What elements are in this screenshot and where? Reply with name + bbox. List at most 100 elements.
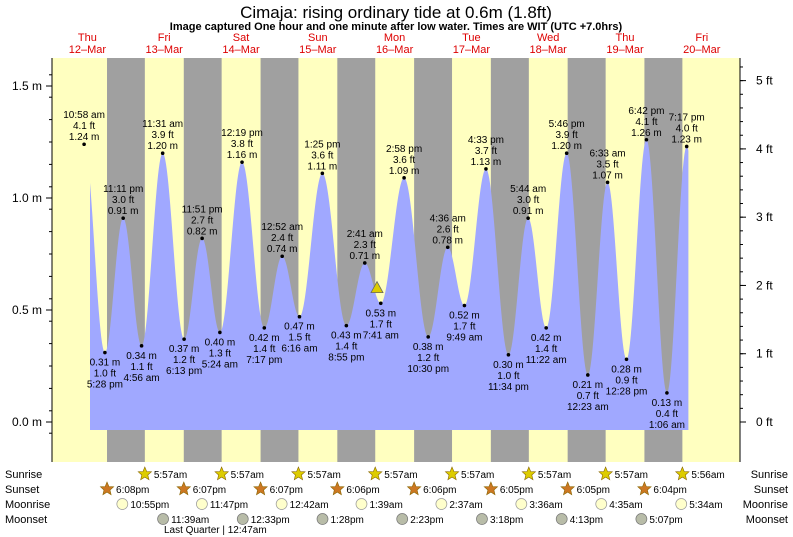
tide-ft-label: 3.8 ft [231,139,253,150]
moonrise-icon [435,498,448,510]
tide-time-label: 7:17 pm [246,355,282,366]
tide-point [297,314,302,319]
day-name: Tue [462,32,481,44]
moonset-time: 4:13pm [570,515,603,526]
sunrise-time: 5:57am [307,470,340,481]
tide-m-label: 1.07 m [592,170,623,181]
sunset-time: 6:05pm [577,485,610,496]
tide-point [564,151,569,155]
tide-ft-label: 3.0 ft [112,195,134,206]
tide-point [684,144,689,149]
sunset-icon [176,481,192,496]
sunset-icon [560,481,576,496]
tide-time-label: 5:24 am [202,359,238,370]
tide-time-label: 12:28 pm [606,386,648,397]
sunrise-time: 5:57am [154,470,187,481]
sunrise-icon [444,466,460,481]
tide-ft-label: 2.6 ft [437,224,459,235]
tide-time-label: 12:23 am [567,402,609,413]
tide-m-label: 0.21 m [573,380,604,391]
tide-m-label: 1.20 m [551,141,582,152]
tide-point [121,216,125,220]
moonset-icon [555,513,568,525]
tide-point [624,357,629,362]
tide-m-label: 0.91 m [513,206,544,217]
tide-m-label: 0.53 m [365,308,396,319]
tide-point [362,261,367,265]
sunrise-icon [214,466,230,481]
moonset-time: 2:23pm [410,515,443,526]
tide-point [103,350,107,355]
tide-ft-label: 1.4 ft [253,344,275,355]
tide-point [426,335,431,339]
tide-ft-label: 1.1 ft [130,362,152,373]
tide-point [320,171,325,176]
tide-ft-label: 1.7 ft [453,322,475,333]
tide-m-label: 1.13 m [471,157,502,168]
tide-m-label: 1.23 m [671,134,702,145]
moonrise-icon [355,498,368,510]
tide-point [200,236,204,241]
moonrise-icon [116,498,129,510]
row-label-left: Moonrise [5,499,50,511]
tide-ft-label: 1.5 ft [288,333,310,344]
tide-time-label: 4:56 am [124,373,160,384]
tide-curve [90,140,689,430]
left-tick-label: 0.0 m [12,415,42,429]
tide-m-label: 0.42 m [249,333,280,344]
tide-point [526,216,530,220]
sunrise-icon [598,466,614,481]
tide-time-label: 8:55 pm [328,353,364,364]
sunset-icon [406,481,422,496]
tide-ft-label: 1.2 ft [417,353,439,364]
tide-point [218,330,222,335]
moonrise-icon [275,498,288,510]
tide-time-label: 6:42 pm [628,106,664,117]
tide-time-label: 9:49 am [446,333,482,344]
tide-time-label: 11:51 pm [182,204,223,215]
tide-point [262,326,267,330]
tide-ft-label: 4.0 ft [676,123,698,134]
chart-subtitle: Image captured One hour and one minute a… [170,21,623,33]
tide-ft-label: 4.1 ft [635,117,657,128]
tide-m-label: 0.37 m [169,344,200,355]
tide-ft-label: 3.7 ft [475,146,497,157]
tide-ft-label: 1.0 ft [497,371,519,382]
sunrise-icon [367,466,383,481]
tide-m-label: 1.09 m [389,166,420,177]
day-date: 17–Mar [453,44,491,56]
day-date: 13–Mar [146,44,184,56]
tide-ft-label: 0.7 ft [577,391,599,402]
moonset-icon [236,513,249,525]
tide-point [402,176,406,180]
tide-point [644,137,649,142]
tide-point [445,245,450,250]
tide-ft-label: 2.4 ft [271,233,293,244]
day-date: 14–Mar [222,44,260,56]
row-label-right: Sunset [754,484,788,496]
tide-time-label: 12:19 pm [221,128,263,139]
moonset-time: 11:39am [171,515,209,526]
chart-title: Cimaja: rising ordinary tide at 0.6m (1.… [240,3,552,22]
tide-m-label: 0.31 m [90,358,121,369]
moonset-icon [316,513,329,525]
day-name: Sun [308,32,328,44]
sunrise-icon [521,466,537,481]
tide-time-label: 11:11 pm [103,184,143,195]
day-name: Thu [616,32,635,44]
sunrise-time: 5:57am [538,470,571,481]
tide-m-label: 1.26 m [631,128,662,139]
tide-point [240,160,244,164]
tide-m-label: 1.16 m [227,150,258,161]
moonrise-time: 5:34am [689,500,722,511]
right-tick-label: 1 ft [756,347,773,361]
sunset-icon [253,481,268,496]
moonrise-icon [675,498,688,510]
moonset-time: 3:18pm [490,515,523,526]
row-label-left: Sunrise [5,469,42,481]
tide-point [82,142,86,147]
tide-m-label: 1.24 m [69,132,100,143]
moonrise-time: 11:47pm [210,500,248,511]
left-tick-label: 1.5 m [12,79,42,93]
tide-ft-label: 1.3 ft [209,348,231,359]
